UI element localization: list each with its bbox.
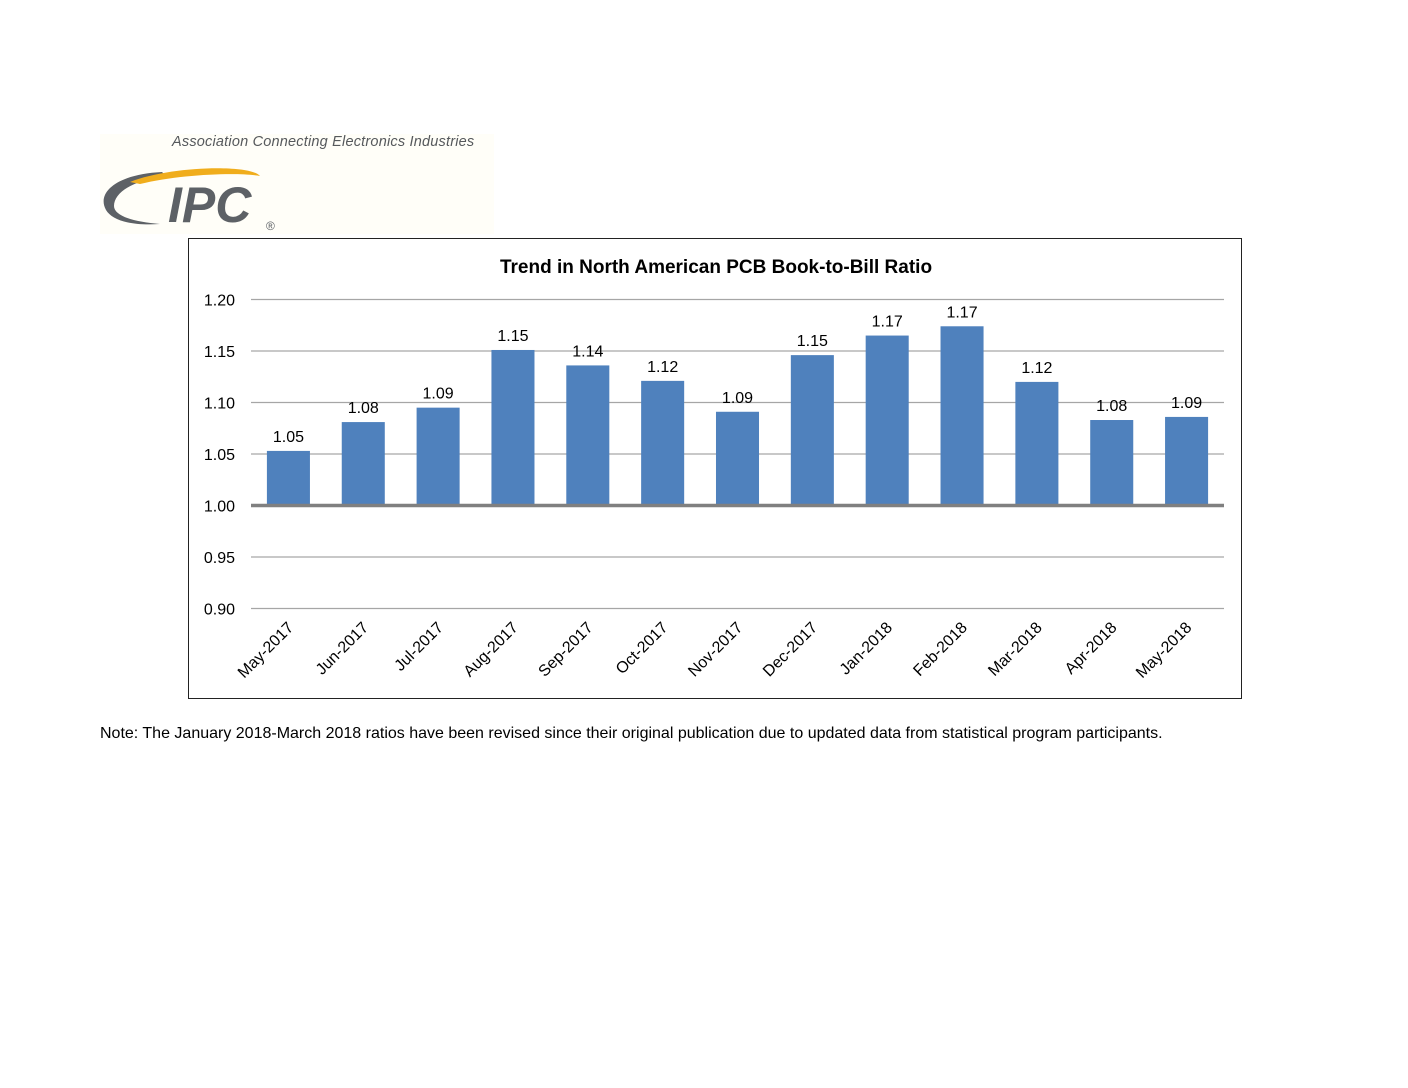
bar <box>416 407 460 506</box>
y-tick-label: 1.10 <box>204 396 235 413</box>
y-tick-label: 1.00 <box>204 499 235 516</box>
data-label: 1.15 <box>797 333 828 350</box>
logo-text: IPC <box>168 177 252 233</box>
x-tick-label: Apr-2018 <box>1062 619 1121 678</box>
bar <box>491 349 535 506</box>
x-tick-label: Aug-2017 <box>461 619 522 680</box>
data-label: 1.09 <box>1171 395 1202 412</box>
x-tick-label: Mar-2018 <box>985 619 1046 680</box>
bar-chart: Trend in North American PCB Book-to-Bill… <box>204 257 1224 682</box>
bar <box>1015 381 1059 506</box>
y-tick-label: 1.20 <box>204 293 235 310</box>
bar <box>865 335 909 506</box>
x-tick-label: Jul-2017 <box>392 619 447 674</box>
data-label: 1.05 <box>273 429 304 446</box>
x-tick-label: May-2018 <box>1133 619 1195 681</box>
y-tick-label: 1.05 <box>204 447 235 464</box>
ipc-logo-mark: IPC ® <box>103 168 275 233</box>
chart-title: Trend in North American PCB Book-to-Bill… <box>500 257 932 278</box>
bar <box>341 422 385 506</box>
bar <box>1165 416 1209 506</box>
footnote: Note: The January 2018-March 2018 ratios… <box>100 725 1163 742</box>
data-label: 1.12 <box>647 359 678 376</box>
ipc-logo: Association Connecting Electronics Indus… <box>100 134 494 234</box>
x-tick-label: Nov-2017 <box>685 619 746 680</box>
chart-container: Trend in North American PCB Book-to-Bill… <box>188 238 1242 699</box>
data-label: 1.12 <box>1021 360 1052 377</box>
y-tick-label: 1.15 <box>204 344 235 361</box>
bar <box>641 380 685 506</box>
y-tick-label: 0.95 <box>204 550 235 567</box>
y-tick-label: 0.90 <box>204 602 235 619</box>
data-label: 1.09 <box>423 386 454 403</box>
x-tick-label: Jun-2017 <box>313 619 372 678</box>
bar <box>266 450 310 506</box>
x-tick-label: Dec-2017 <box>760 619 821 680</box>
data-label: 1.17 <box>872 314 903 331</box>
bar <box>566 365 610 506</box>
logo-tagline: Association Connecting Electronics Indus… <box>172 134 475 150</box>
x-tick-label: Jan-2018 <box>837 619 896 678</box>
data-label: 1.08 <box>1096 398 1127 415</box>
data-label: 1.17 <box>946 304 977 321</box>
bar <box>1090 420 1134 506</box>
data-label: 1.08 <box>348 400 379 417</box>
data-label: 1.14 <box>572 343 603 360</box>
x-tick-label: Sep-2017 <box>536 619 597 680</box>
registered-mark: ® <box>266 219 275 233</box>
x-tick-label: May-2017 <box>235 619 297 681</box>
bar <box>940 326 984 506</box>
bar <box>790 355 834 506</box>
data-label: 1.15 <box>497 328 528 345</box>
x-tick-label: Oct-2017 <box>613 619 672 678</box>
data-label: 1.09 <box>722 390 753 407</box>
x-tick-label: Feb-2018 <box>910 619 971 680</box>
bar <box>715 411 760 506</box>
